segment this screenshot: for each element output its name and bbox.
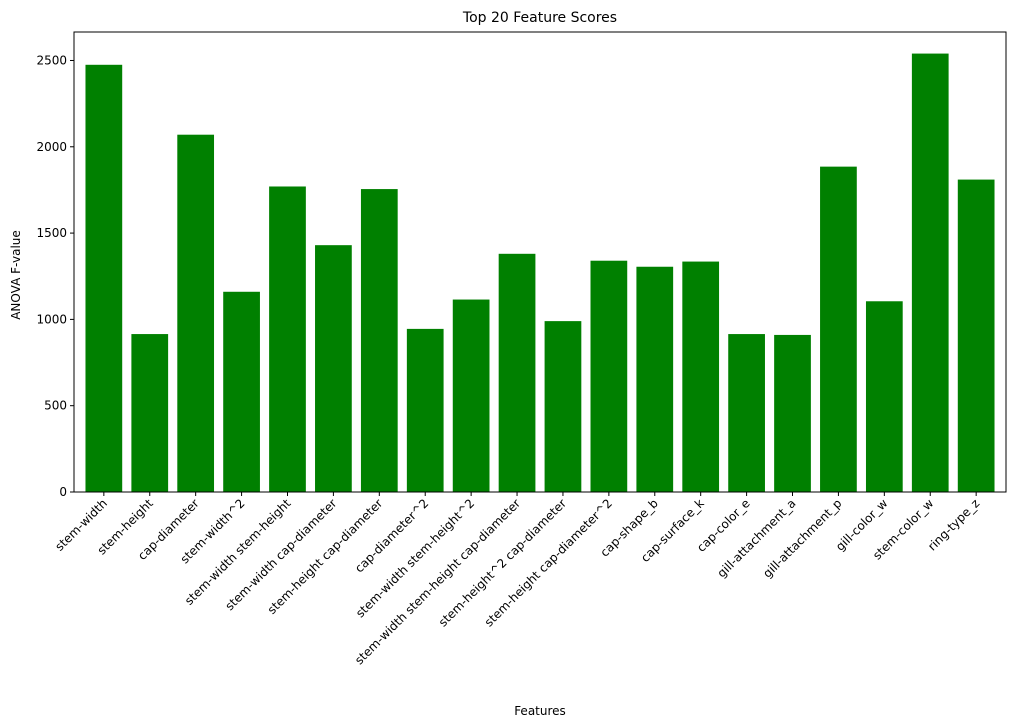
bar-14: [682, 261, 720, 492]
x-axis-label: Features: [514, 704, 566, 718]
y-tick-label-3: 1000: [36, 312, 67, 326]
bar-8: [406, 328, 444, 492]
x-axis-ticks: stem-widthstem-heightcap-diameterstem-wi…: [52, 492, 982, 667]
y-tick-label-2: 500: [44, 399, 67, 413]
y-tick-label-6: 2500: [36, 53, 67, 67]
y-axis-label: ANOVA F-value: [9, 230, 23, 320]
bar-18: [865, 301, 903, 492]
y-axis-ticks: 0 500 1000 1500 2000 2500: [36, 53, 74, 499]
plot-frame: [73, 31, 1007, 493]
bar-12: [590, 260, 628, 492]
bar-19: [911, 53, 949, 492]
bar-13: [636, 266, 674, 492]
bar-2: [131, 334, 169, 492]
bar-1: [85, 64, 123, 492]
x-tick-label-17: gill-attachment_p: [760, 496, 844, 580]
x-tick-label-10: stem-width stem-height cap-diameter: [352, 496, 523, 667]
y-tick-label-1: 0: [59, 485, 67, 499]
bar-7: [360, 189, 398, 492]
bar-4: [223, 291, 260, 492]
bar-20: [957, 179, 995, 492]
bar-17: [820, 166, 857, 492]
bar-3: [177, 134, 215, 492]
bar-5: [269, 186, 306, 492]
bar-10: [498, 253, 536, 492]
bar-16: [774, 334, 811, 492]
y-tick-label-4: 1500: [36, 226, 67, 240]
y-tick-label-5: 2000: [36, 140, 67, 154]
bars-group: [85, 53, 995, 492]
chart-title: Top 20 Feature Scores: [462, 10, 617, 26]
bar-6: [315, 245, 352, 492]
bar-15: [728, 334, 765, 492]
bar-11: [544, 321, 582, 492]
x-tick-label-16: gill-attachment_a: [714, 496, 798, 580]
bar-9: [452, 299, 490, 492]
